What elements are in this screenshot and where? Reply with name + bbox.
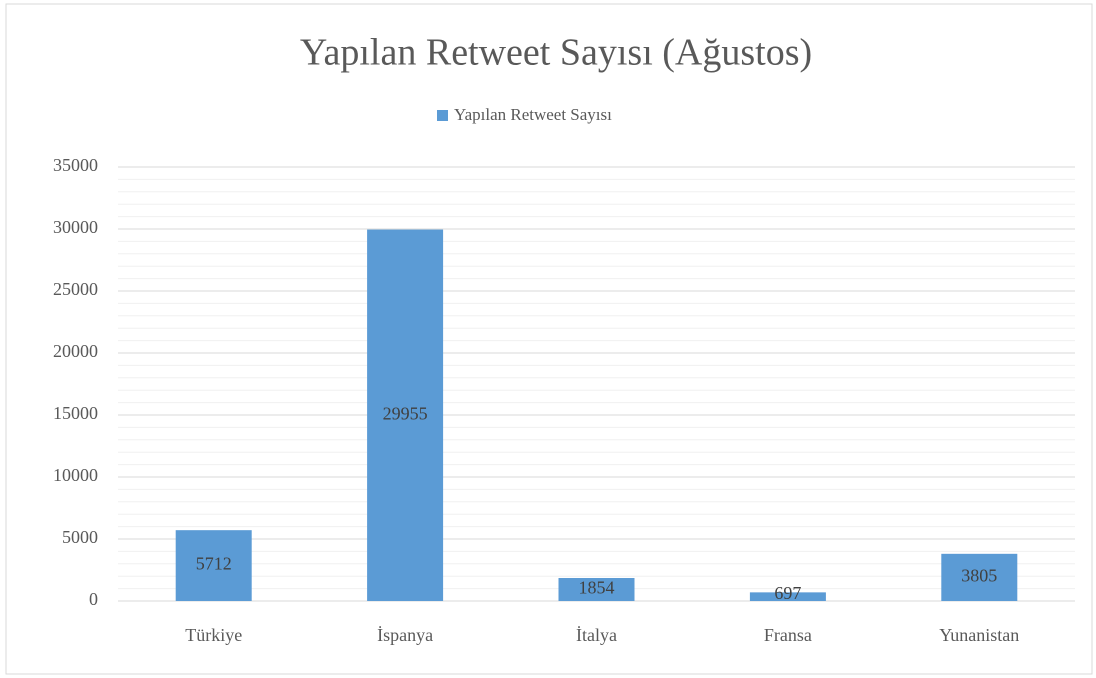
bar <box>367 229 444 602</box>
y-tick-label: 15000 <box>53 403 98 423</box>
x-tick-label: İspanya <box>377 625 433 645</box>
x-tick-label: Türkiye <box>185 625 242 645</box>
y-tick-label: 25000 <box>53 279 98 299</box>
bar <box>749 592 826 601</box>
y-tick-label: 35000 <box>53 155 98 175</box>
data-label: 29955 <box>383 403 428 423</box>
y-tick-label: 10000 <box>53 465 98 485</box>
data-label: 3805 <box>961 566 997 586</box>
y-tick-label: 0 <box>89 589 98 609</box>
bar <box>941 553 1018 601</box>
bar <box>175 530 252 601</box>
x-tick-label: Yunanistan <box>939 625 1019 645</box>
y-tick-label: 5000 <box>62 527 98 547</box>
legend-swatch <box>437 110 448 121</box>
data-label: 5712 <box>196 554 232 574</box>
legend-label: Yapılan Retweet Sayısı <box>454 105 612 124</box>
data-label: 697 <box>774 583 801 603</box>
data-label: 1854 <box>579 578 615 598</box>
y-tick-label: 20000 <box>53 341 98 361</box>
x-tick-label: Fransa <box>764 625 812 645</box>
chart-title: Yapılan Retweet Sayısı (Ağustos) <box>300 32 812 74</box>
bar <box>558 578 635 601</box>
x-tick-label: İtalya <box>576 625 617 645</box>
y-tick-label: 30000 <box>53 217 98 237</box>
